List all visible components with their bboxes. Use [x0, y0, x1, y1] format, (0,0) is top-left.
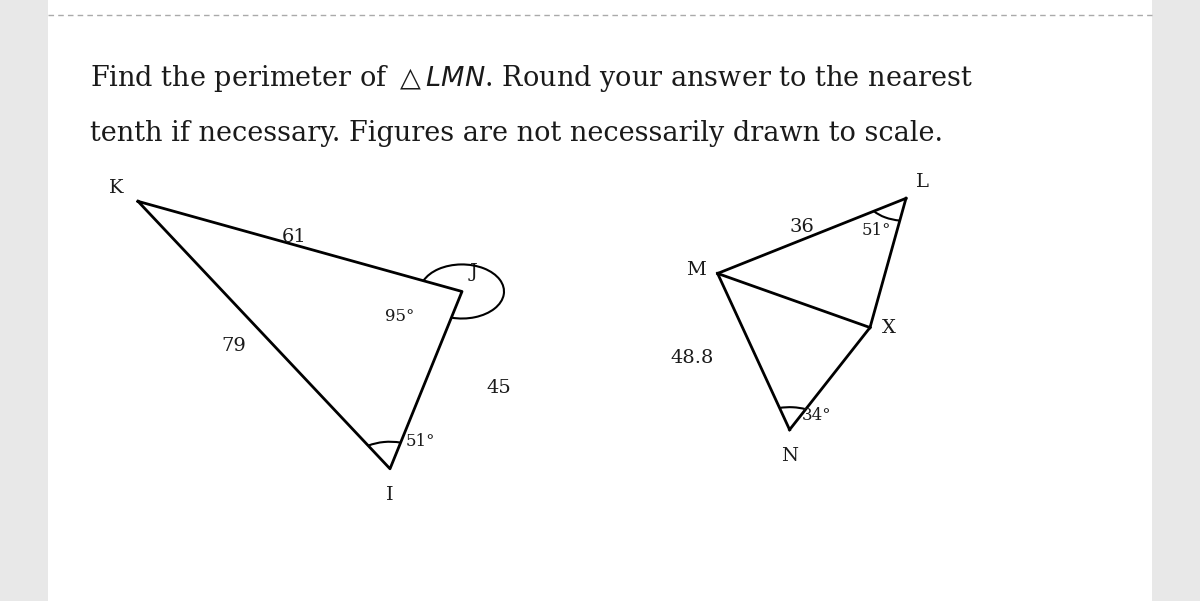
Text: Find the perimeter of $\mathbf{\triangle}$$\mathit{LMN}$. Round your answer to t: Find the perimeter of $\mathbf{\triangle…	[90, 63, 973, 94]
Text: I: I	[386, 486, 394, 504]
Text: 95°: 95°	[385, 308, 414, 325]
Text: J: J	[469, 263, 478, 281]
Text: L: L	[916, 173, 929, 191]
FancyBboxPatch shape	[48, 0, 1152, 601]
Text: 79: 79	[222, 337, 246, 355]
Text: 36: 36	[790, 218, 814, 236]
Text: 51°: 51°	[862, 222, 892, 239]
Text: 51°: 51°	[406, 433, 436, 450]
Text: X: X	[882, 319, 896, 337]
Text: 48.8: 48.8	[671, 349, 714, 367]
Text: K: K	[109, 178, 124, 197]
Text: 34°: 34°	[802, 407, 832, 424]
Text: N: N	[781, 447, 798, 465]
Text: M: M	[685, 261, 706, 279]
Text: 61: 61	[282, 228, 306, 246]
Text: 45: 45	[486, 379, 511, 397]
Text: tenth if necessary. Figures are not necessarily drawn to scale.: tenth if necessary. Figures are not nece…	[90, 120, 943, 147]
